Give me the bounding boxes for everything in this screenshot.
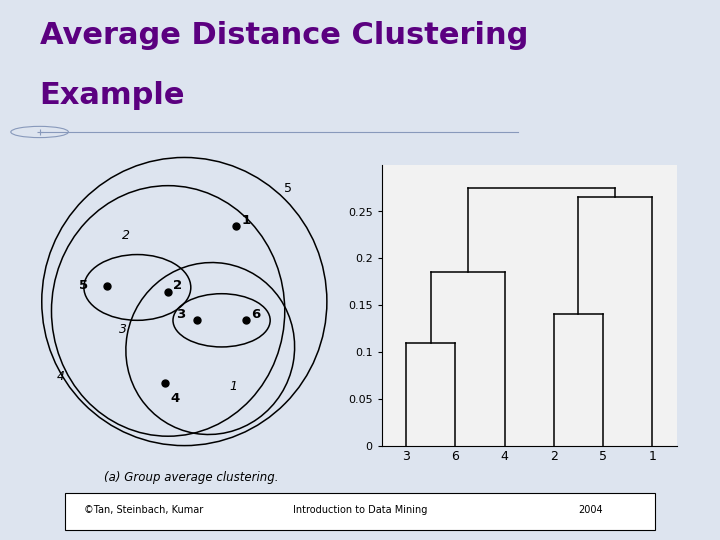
Text: 2: 2: [174, 279, 182, 292]
Text: 1: 1: [241, 214, 251, 227]
Text: 4: 4: [57, 370, 66, 383]
Text: 3: 3: [119, 323, 127, 336]
Text: Example: Example: [40, 82, 185, 111]
Text: 6: 6: [251, 308, 260, 321]
Text: 5: 5: [284, 183, 292, 195]
Text: (a) Group average clustering.: (a) Group average clustering.: [104, 471, 278, 484]
Text: Introduction to Data Mining: Introduction to Data Mining: [293, 505, 427, 515]
Text: ©Tan, Steinbach, Kumar: ©Tan, Steinbach, Kumar: [84, 505, 204, 515]
Text: 1: 1: [229, 380, 237, 393]
Text: Average Distance Clustering: Average Distance Clustering: [40, 21, 528, 50]
Text: 2: 2: [122, 230, 130, 242]
Text: 5: 5: [79, 279, 89, 292]
Text: (b) Group average dendrogram.: (b) Group average dendrogram.: [434, 496, 624, 509]
Text: 2004: 2004: [578, 505, 603, 515]
Text: 4: 4: [170, 392, 179, 405]
Text: 3: 3: [176, 308, 186, 321]
FancyBboxPatch shape: [65, 493, 655, 530]
